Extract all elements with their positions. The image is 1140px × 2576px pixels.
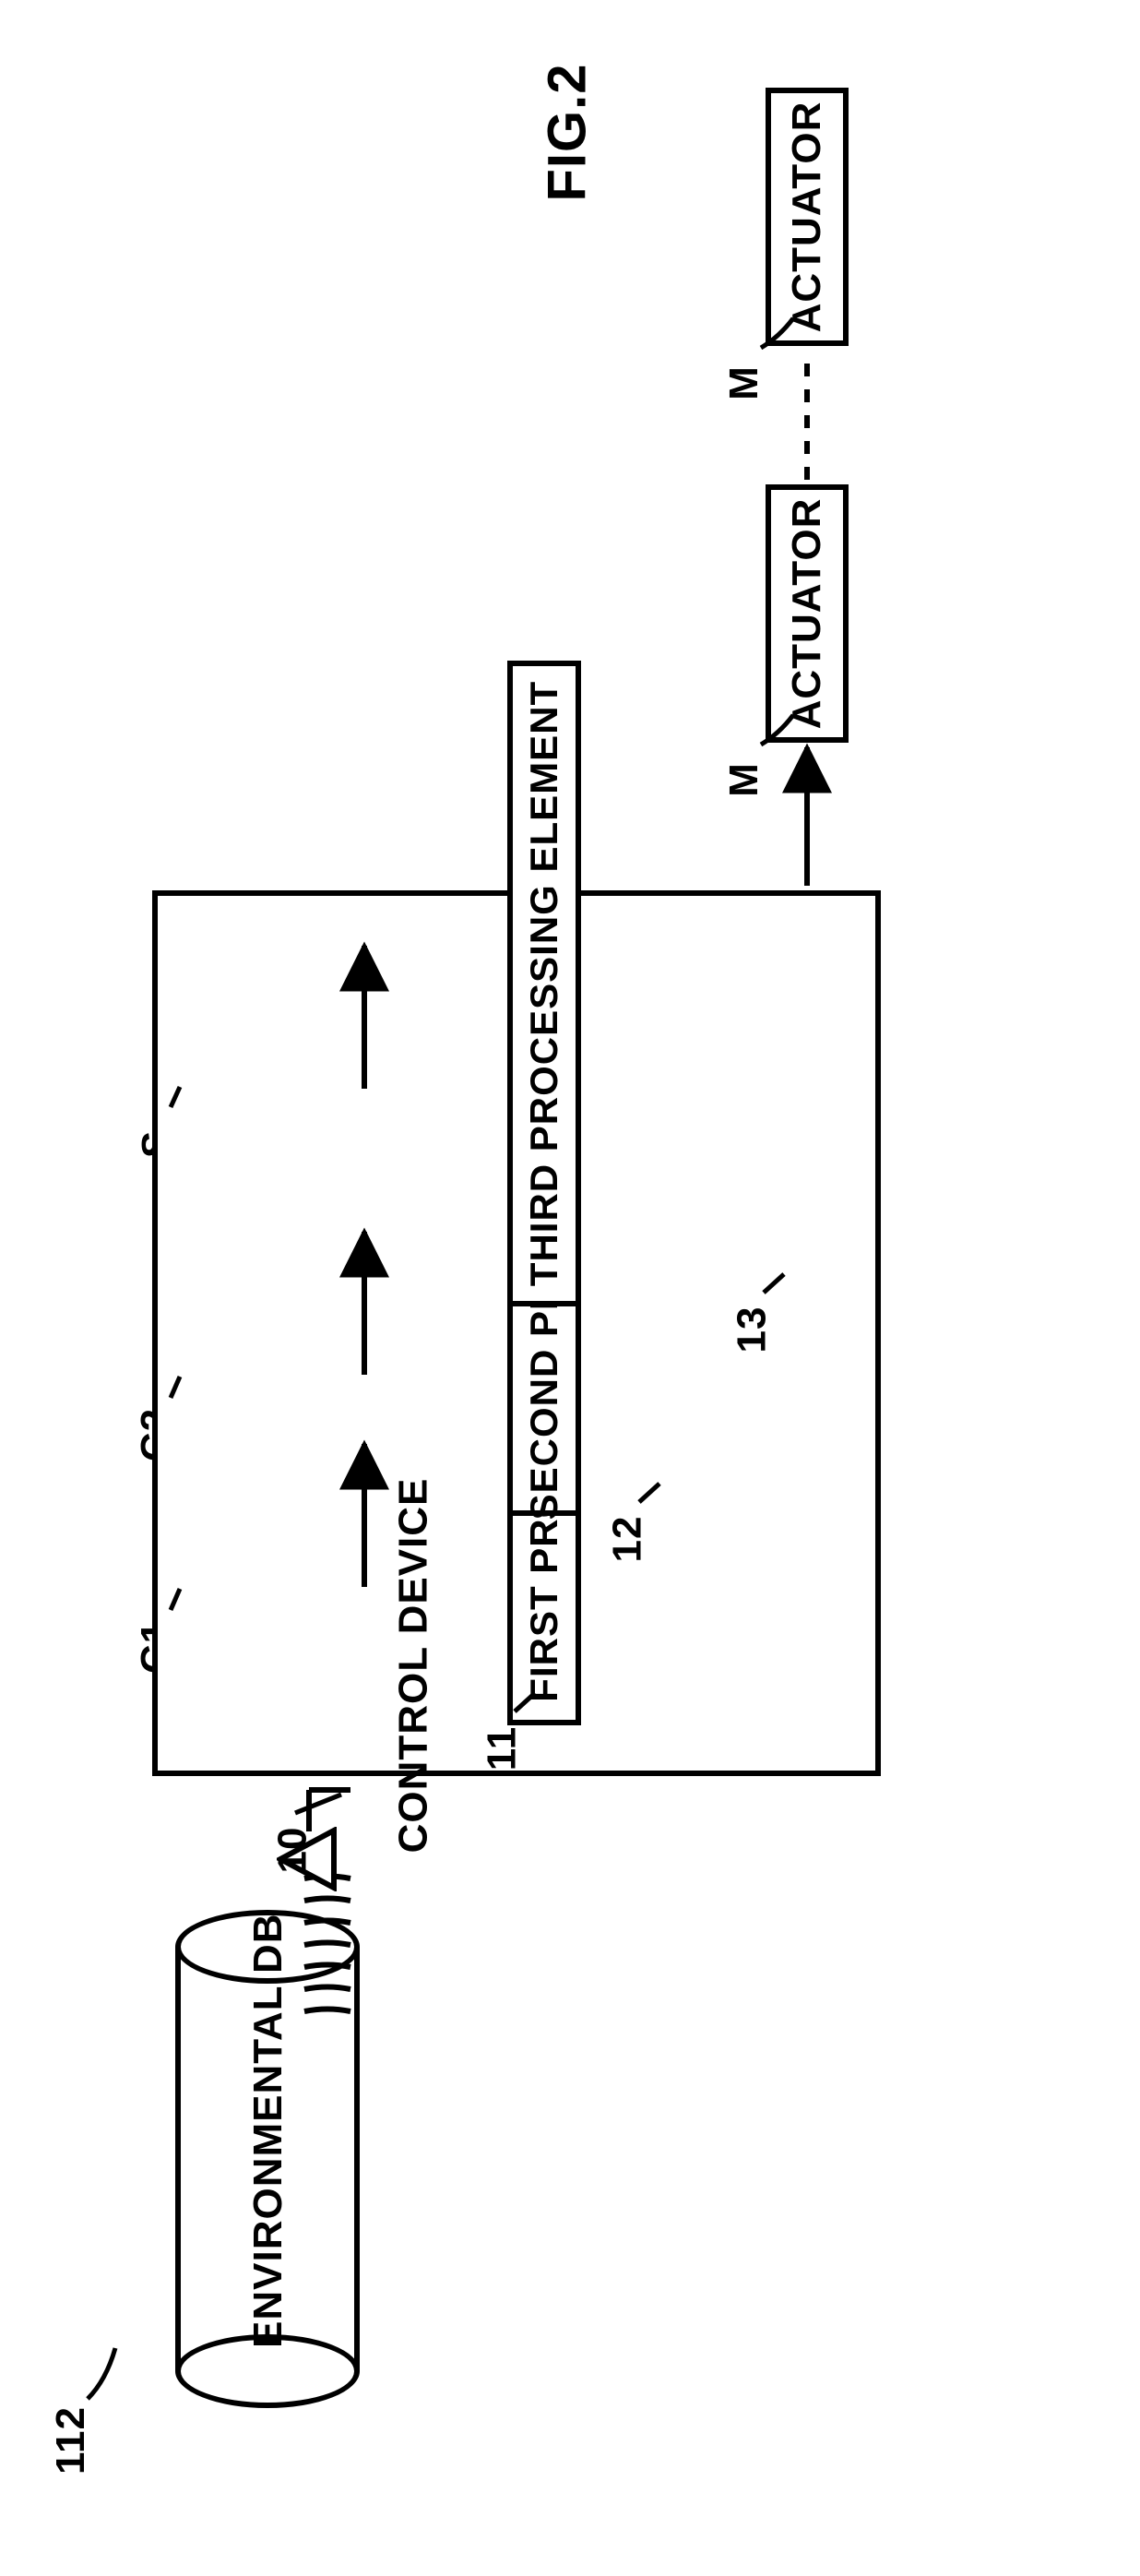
actuator-1-ref: M: [721, 762, 767, 797]
env-db-label: ENVIRONMENTAL DB: [245, 1914, 291, 2349]
second-processing-ref: 12: [604, 1516, 650, 1563]
third-processing-label: THIRD PROCESSING ELEMENT: [522, 681, 566, 1286]
wireless-icon: [300, 1873, 355, 2021]
actuator-2-box: ACTUATOR: [766, 88, 849, 346]
third-processing-ref: 13: [729, 1306, 775, 1354]
control-device-title: CONTROL DEVICE: [390, 1478, 436, 1854]
env-db-ref: 112: [48, 2406, 94, 2475]
third-processing-box: THIRD PROCESSING ELEMENT: [507, 661, 581, 1306]
actuator-1-box: ACTUATOR: [766, 484, 849, 743]
actuator-2-ref: M: [721, 365, 767, 400]
control-device-ref: 10: [269, 1827, 315, 1874]
actuator-2-label: ACTUATOR: [784, 101, 830, 333]
actuator-1-label: ACTUATOR: [784, 498, 830, 730]
diagram-canvas: FIG.2 ENVIRONMENTAL DB 112: [0, 0, 1140, 2576]
first-processing-ref: 11: [479, 1726, 525, 1771]
figure-title: FIG.2: [537, 63, 599, 201]
